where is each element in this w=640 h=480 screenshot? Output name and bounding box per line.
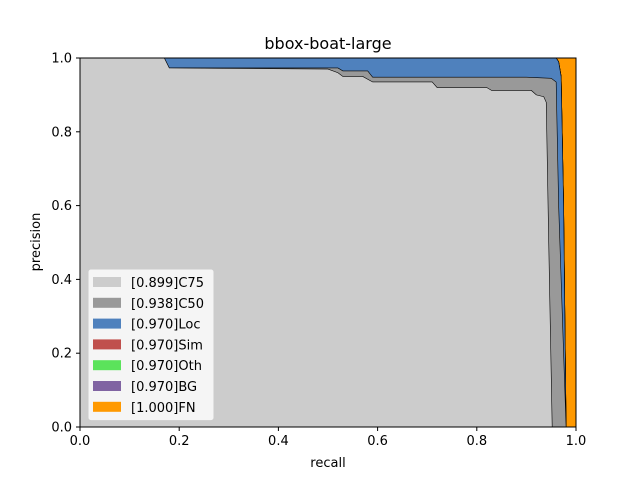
y-axis: 0.0 0.2 0.4 0.6 0.8 1.0 [51,52,80,436]
chart-title: bbox-boat-large [264,34,391,53]
legend-swatch [93,318,121,329]
y-tick-label: 0.0 [51,421,72,436]
x-tick-label: 0.2 [169,434,190,449]
x-axis: 0.0 0.2 0.4 0.6 0.8 1.0 [70,427,587,449]
x-tick-label: 0.4 [268,434,289,449]
legend-swatch [93,277,121,287]
legend-label: [0.899]C75 [131,276,204,291]
x-axis-label: recall [310,456,345,471]
y-axis-label: precision [29,213,44,272]
legend-label: [1.000]FN [131,401,196,416]
legend-swatch [93,401,121,412]
x-tick-label: 1.0 [566,434,587,449]
legend-swatch [93,360,121,371]
x-tick-label: 0.8 [466,434,487,449]
legend-label: [0.970]Loc [131,318,200,333]
legend-swatch [93,381,121,391]
legend-label: [0.938]C50 [131,297,204,312]
y-tick-label: 0.8 [51,125,72,140]
plot-frame [79,57,577,428]
y-tick-label: 0.6 [51,199,72,214]
x-tick-label: 0.0 [70,434,91,449]
legend-label: [0.970]Oth [131,359,202,374]
x-tick-label: 0.6 [367,434,388,449]
legend: [0.899]C75 [0.938]C50 [0.970]Loc [0.970]Sim… [87,268,215,422]
legend-label: [0.970]BG [131,380,197,395]
legend-swatch [93,297,121,308]
legend-label: [0.970]Sim [131,338,203,353]
y-tick-label: 0.4 [51,273,72,288]
y-tick-label: 0.2 [51,347,72,362]
legend-swatch [93,339,121,350]
y-tick-label: 1.0 [51,52,72,67]
